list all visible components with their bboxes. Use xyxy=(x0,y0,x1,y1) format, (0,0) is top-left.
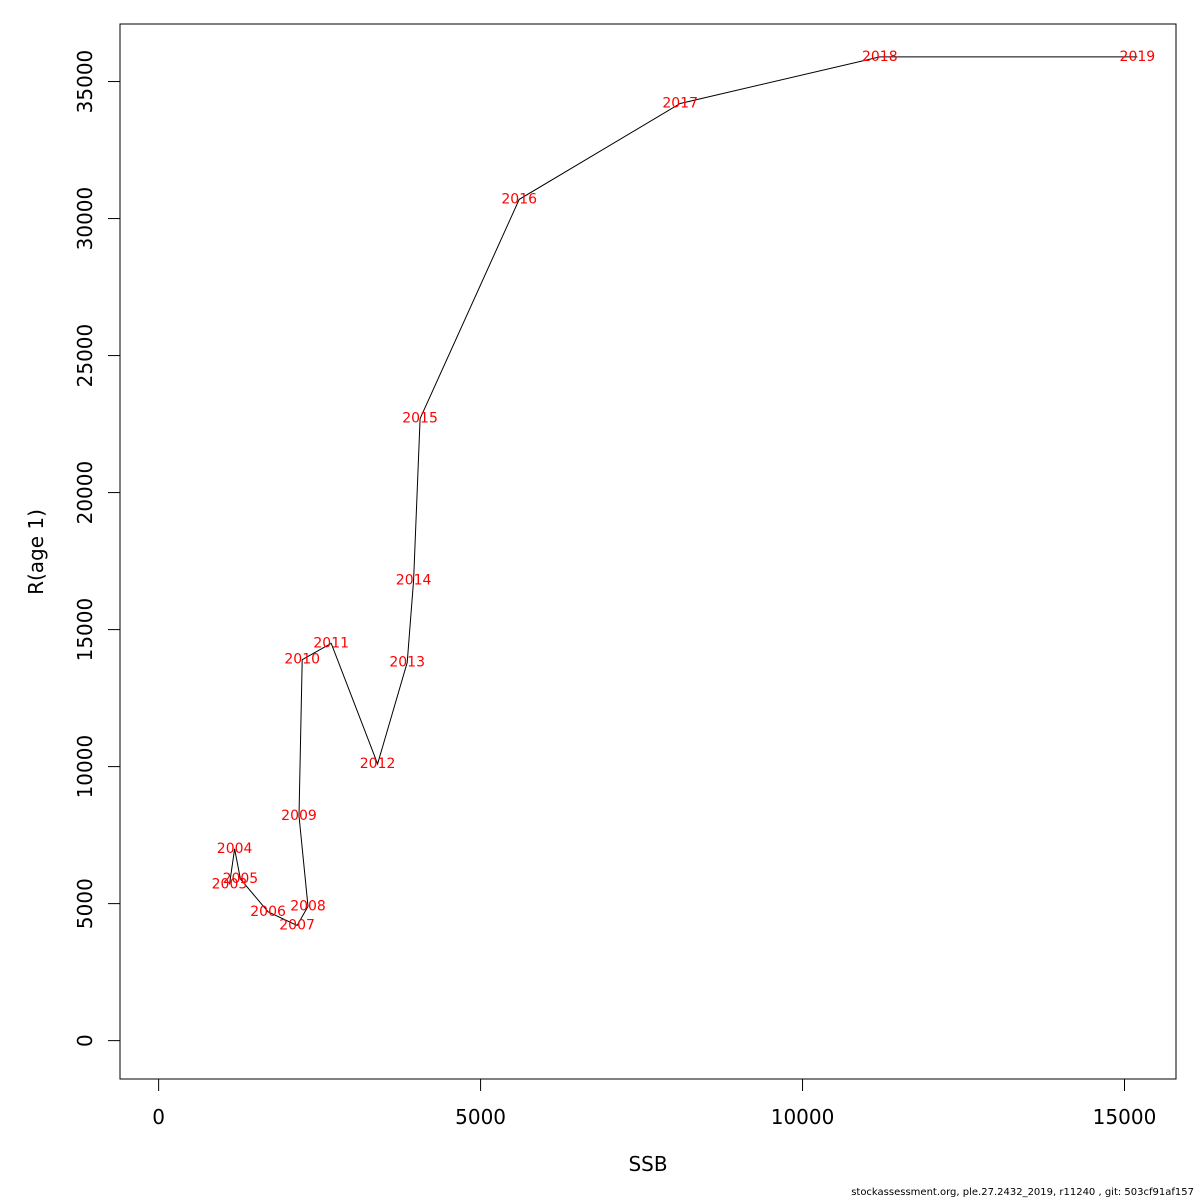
y-tick-label: 30000 xyxy=(73,187,97,251)
point-label-2005: 2005 xyxy=(223,871,259,887)
x-axis-title: SSB xyxy=(628,1152,667,1176)
point-label-2019: 2019 xyxy=(1120,49,1156,65)
x-tick-label: 10000 xyxy=(771,1105,835,1129)
y-tick-label: 10000 xyxy=(73,735,97,799)
point-label-2008: 2008 xyxy=(290,898,326,914)
point-label-2016: 2016 xyxy=(501,191,537,207)
point-label-2010: 2010 xyxy=(284,652,320,668)
footer-source: stockassessment.org, ple.27.2432_2019, r… xyxy=(851,1187,1194,1198)
point-label-2018: 2018 xyxy=(862,49,898,65)
point-labels: 2003200420052006200720082009201020112012… xyxy=(212,49,1156,934)
series-line xyxy=(229,56,1138,927)
y-tick-label: 0 xyxy=(73,1034,97,1047)
y-axis: 0 5000 10000 15000 20000 25000 30000 35000 xyxy=(73,50,121,1047)
x-tick-label: 15000 xyxy=(1093,1105,1157,1129)
point-label-2014: 2014 xyxy=(396,572,432,588)
x-tick-label: 0 xyxy=(152,1105,165,1129)
point-label-2007: 2007 xyxy=(279,918,315,934)
point-label-2006: 2006 xyxy=(250,904,286,920)
y-tick-label: 20000 xyxy=(73,461,97,525)
point-label-2004: 2004 xyxy=(217,841,253,857)
y-tick-label: 15000 xyxy=(73,598,97,662)
y-axis-title: R(age 1) xyxy=(24,509,48,595)
point-label-2009: 2009 xyxy=(281,808,317,824)
y-tick-label: 35000 xyxy=(73,50,97,114)
point-label-2012: 2012 xyxy=(360,756,396,772)
x-axis: 0 5000 10000 15000 xyxy=(152,1078,1157,1129)
point-label-2011: 2011 xyxy=(313,635,349,651)
y-tick-label: 25000 xyxy=(73,324,97,388)
point-label-2013: 2013 xyxy=(389,654,425,670)
point-label-2015: 2015 xyxy=(402,411,438,427)
x-tick-label: 5000 xyxy=(455,1105,506,1129)
point-label-2003: 2003 xyxy=(212,876,248,892)
y-tick-label: 5000 xyxy=(73,878,97,929)
point-label-2017: 2017 xyxy=(662,95,698,111)
